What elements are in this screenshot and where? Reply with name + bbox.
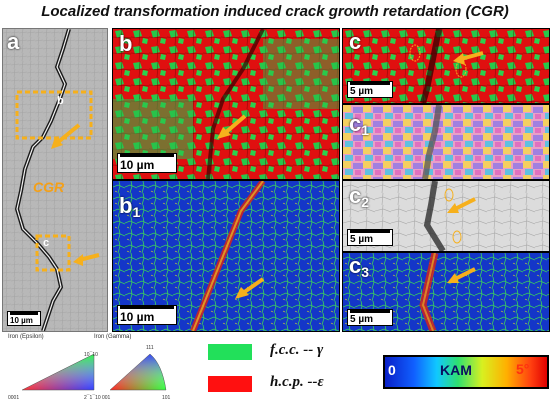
kam-label: KAM: [440, 362, 472, 378]
kam-colorbar: [383, 355, 549, 389]
panel-a-scale-text: 10 µm: [10, 316, 33, 325]
panel-b1-kam-map: b1 10 µm: [112, 180, 340, 332]
hcp-swatch: [208, 376, 252, 392]
ipf-epsilon-title: Iron (Epsilon): [8, 334, 44, 340]
panel-c-phase-map: c 5 µm: [342, 28, 550, 104]
panel-c3-label: c3: [349, 253, 370, 281]
fcc-legend-label: f.c.c. -- γ: [270, 342, 324, 358]
panel-c1-label: c1: [349, 111, 370, 139]
inset-b-label: b: [57, 95, 64, 107]
panel-c2-scale-bar: 5 µm: [347, 229, 393, 246]
fcc-swatch: [208, 344, 252, 360]
panel-a-micrograph: a b c CGR 10 µm: [2, 28, 108, 332]
panel-b1-label: b1: [119, 193, 141, 221]
ipf-epsilon-left: 0001: [8, 395, 20, 401]
panel-a-scale-bar: 10 µm: [7, 311, 41, 326]
ipf-gamma-title: Iron (Gamma): [94, 334, 132, 340]
panel-c1-image: [343, 105, 549, 179]
kam-max-label: 5°: [516, 361, 530, 377]
panel-a-image: [3, 29, 107, 331]
panel-c-scale-bar: 5 µm: [347, 81, 393, 98]
ipf-gamma-right: 101: [162, 395, 171, 401]
panel-c2-grey-map: c2 5 µm: [342, 180, 550, 252]
panel-b-scale-text: 10 µm: [120, 158, 155, 172]
kam-min-label: 0: [388, 362, 396, 378]
panel-c3-scale-text: 5 µm: [350, 314, 373, 325]
panel-b-label: b: [119, 31, 133, 56]
ipf-gamma-top: 111: [146, 345, 154, 351]
figure-title: Localized transformation induced crack g…: [41, 3, 509, 20]
hcp-legend-label: h.c.p. --ε: [270, 374, 324, 390]
panel-c3-kam-map: c3 5 µm: [342, 252, 550, 332]
panel-c-scale-text: 5 µm: [350, 86, 373, 97]
ipf-epsilon-right: 2¯1¯10: [84, 395, 101, 401]
inset-box-b: [15, 90, 93, 140]
ipf-epsilon-top: 10¯10: [84, 352, 98, 358]
panel-b-scale-bar: 10 µm: [117, 153, 177, 173]
panel-c2-scale-text: 5 µm: [350, 234, 373, 245]
panel-c3-scale-bar: 5 µm: [347, 309, 393, 326]
panel-b1-scale-text: 10 µm: [120, 310, 155, 324]
panel-c1-ipf-map: c1: [342, 104, 550, 180]
ipf-epsilon-triangle: [21, 353, 95, 391]
ipf-gamma-triangle: [109, 353, 167, 391]
cgr-label: CGR: [33, 179, 65, 195]
ipf-gamma-left: 001: [102, 395, 111, 401]
panel-b-phase-map: b 10 µm: [112, 28, 340, 180]
panel-a-label: a: [7, 29, 20, 54]
panel-c-label: c: [349, 29, 362, 54]
panel-c2-label: c2: [349, 183, 370, 211]
panel-b1-scale-bar: 10 µm: [117, 305, 177, 325]
inset-box-c: [35, 234, 71, 272]
inset-c-label: c: [43, 237, 50, 249]
